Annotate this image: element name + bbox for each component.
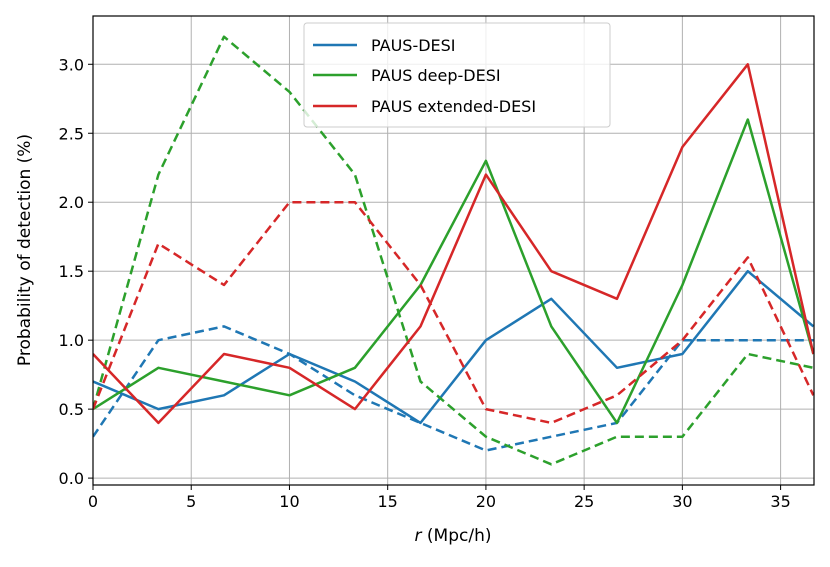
- y-tick-label: 0.5: [59, 400, 84, 419]
- series-lines: [93, 35, 814, 466]
- x-tick-label: 10: [279, 492, 299, 511]
- legend: PAUS-DESI PAUS deep-DESI PAUS extended-D…: [303, 22, 611, 128]
- legend-label-paus-extended-desi: PAUS extended-DESI: [371, 97, 536, 116]
- plot-frame: [92, 15, 815, 486]
- x-axis-label: r (Mpc/h): [415, 526, 492, 546]
- legend-box: [303, 22, 611, 128]
- y-tick-label: 2.0: [59, 193, 84, 212]
- legend-label-paus-desi: PAUS-DESI: [371, 36, 456, 55]
- x-tick-label: 35: [770, 492, 790, 511]
- series-paus-deep-desi-solid-line: [93, 118, 814, 425]
- x-tick-label: 30: [672, 492, 692, 511]
- x-tick-label: 20: [476, 492, 496, 511]
- y-tick-label: 1.5: [59, 262, 84, 281]
- series-paus-extended-desi-solid-line: [93, 63, 814, 425]
- y-axis-label: Probability of detection (%): [15, 134, 35, 366]
- y-tick-label: 0.0: [59, 469, 84, 488]
- x-tick-label: 0: [88, 492, 98, 511]
- y-tick-label: 2.5: [59, 124, 84, 143]
- series-paus-desi-dashed-line: [93, 325, 814, 452]
- x-tick-label: 25: [574, 492, 594, 511]
- x-tick-label: 5: [186, 492, 196, 511]
- x-tick-label: 15: [378, 492, 398, 511]
- series-paus-desi-solid-line: [93, 269, 814, 425]
- y-tick-label: 3.0: [59, 55, 84, 74]
- legend-label-paus-deep-desi: PAUS deep-DESI: [371, 66, 501, 85]
- y-tick-label: 1.0: [59, 331, 84, 350]
- series-paus-extended-desi-dashed-line: [93, 200, 814, 425]
- series-paus-deep-desi-dashed-line: [93, 35, 814, 466]
- axis-ticks: 0 5 10 15 20 25 30 35 0.0 0.5 1.0 1.5 2.0 2.5 3.0: [59, 55, 791, 511]
